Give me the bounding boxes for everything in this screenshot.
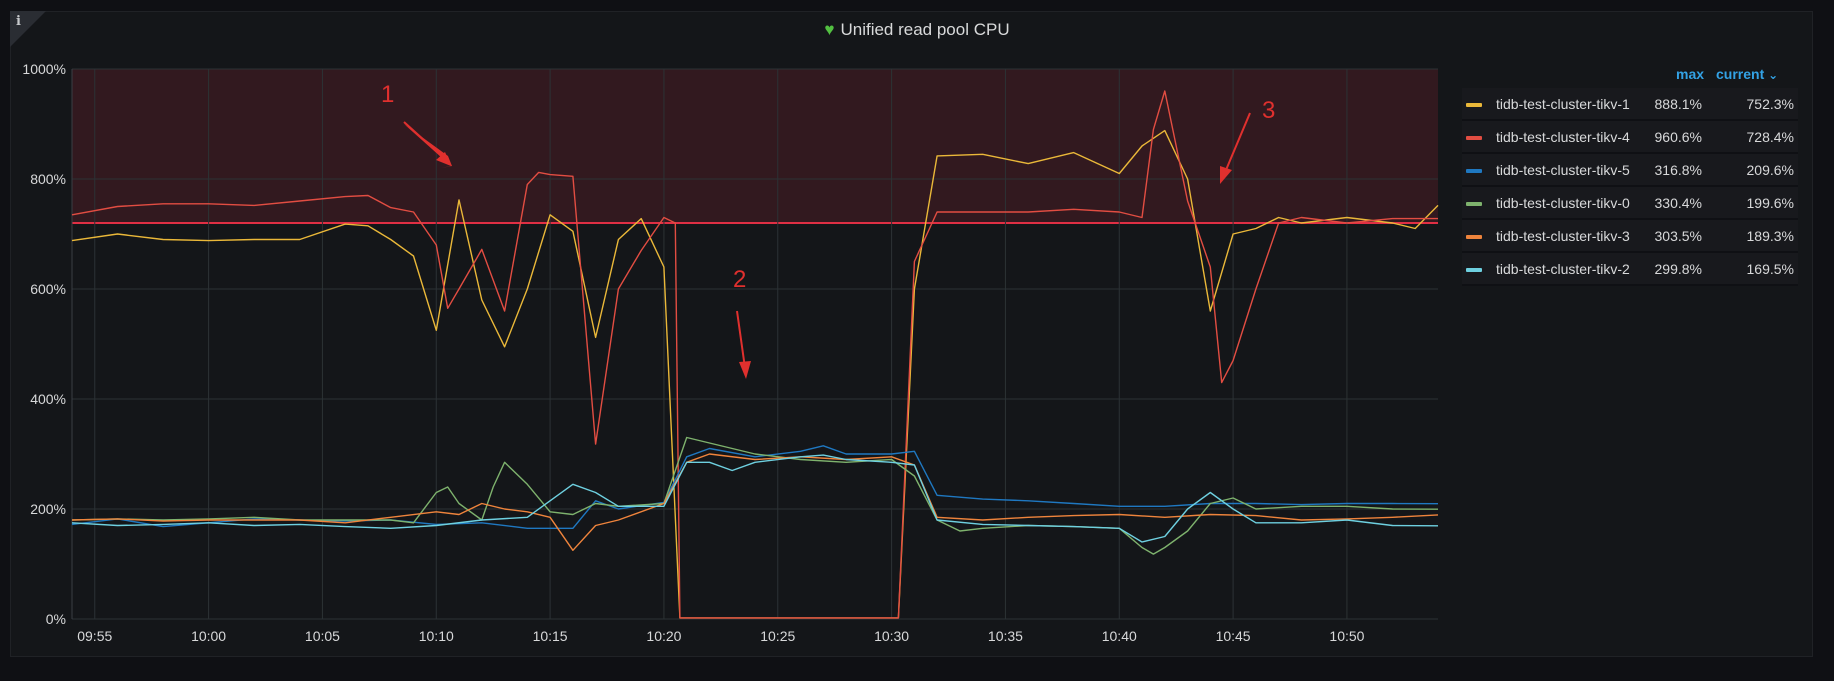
- legend-current-value: 728.4%: [1746, 129, 1794, 145]
- annotation-label-2: 2: [733, 266, 746, 293]
- series-line-tidb-test-cluster-tikv-2[interactable]: [71, 454, 1439, 543]
- legend-item[interactable]: tidb-test-cluster-tikv-3 303.5% 189.3%: [1462, 220, 1798, 253]
- heart-icon: ♥: [824, 20, 835, 39]
- x-tick-label: 10:20: [646, 628, 681, 644]
- legend-item[interactable]: tidb-test-cluster-tikv-1 888.1% 752.3%: [1462, 88, 1798, 121]
- legend-series-name[interactable]: tidb-test-cluster-tikv-0: [1496, 195, 1630, 211]
- annotation-label-3: 3: [1262, 97, 1275, 124]
- legend-series-name[interactable]: tidb-test-cluster-tikv-4: [1496, 129, 1630, 145]
- annotation-arrow-2-head: [739, 361, 751, 379]
- x-tick-label: 10:15: [533, 628, 568, 644]
- annotation-arrow-2-shaft: [736, 310, 746, 369]
- y-tick-label: 1000%: [22, 61, 66, 77]
- legend-series-name[interactable]: tidb-test-cluster-tikv-5: [1496, 162, 1630, 178]
- annotation-arrow-1-shaft: [403, 121, 447, 161]
- legend-swatch: [1466, 202, 1482, 206]
- x-tick-label: 10:10: [419, 628, 454, 644]
- legend-swatch: [1466, 235, 1482, 239]
- x-tick-label: 10:35: [988, 628, 1023, 644]
- x-tick-label: 10:30: [874, 628, 909, 644]
- legend-series-name[interactable]: tidb-test-cluster-tikv-2: [1496, 261, 1630, 277]
- legend-item[interactable]: tidb-test-cluster-tikv-5 316.8% 209.6%: [1462, 154, 1798, 187]
- legend-max-value: 960.6%: [1654, 129, 1702, 145]
- legend-col-current-label: current: [1716, 66, 1765, 82]
- info-icon[interactable]: i: [16, 14, 21, 29]
- legend-swatch: [1466, 136, 1482, 140]
- y-tick-label: 800%: [30, 171, 66, 187]
- legend-max-value: 303.5%: [1654, 228, 1702, 244]
- y-tick-label: 400%: [30, 391, 66, 407]
- legend-header: max current ⌄: [1462, 66, 1798, 88]
- legend-series-name[interactable]: tidb-test-cluster-tikv-1: [1496, 96, 1630, 112]
- panel-title[interactable]: ♥ Unified read pool CPU: [0, 20, 1834, 40]
- legend-item[interactable]: tidb-test-cluster-tikv-0 330.4% 199.6%: [1462, 187, 1798, 220]
- legend-item[interactable]: tidb-test-cluster-tikv-2 299.8% 169.5%: [1462, 253, 1798, 286]
- x-tick-label: 10:25: [760, 628, 795, 644]
- legend-max-value: 330.4%: [1654, 195, 1702, 211]
- legend-swatch: [1466, 169, 1482, 173]
- annotation-arrow-3-shaft: [1225, 112, 1251, 171]
- legend-current-value: 169.5%: [1746, 261, 1794, 277]
- x-tick-label: 10:00: [191, 628, 226, 644]
- panel-info-corner[interactable]: [10, 11, 46, 47]
- legend-item[interactable]: tidb-test-cluster-tikv-4 960.6% 728.4%: [1462, 121, 1798, 154]
- legend-swatch: [1466, 103, 1482, 107]
- legend-current-value: 189.3%: [1746, 228, 1794, 244]
- x-tick-label: 10:45: [1216, 628, 1251, 644]
- series-line-tidb-test-cluster-tikv-4[interactable]: [71, 90, 1438, 619]
- annotation-arrow-1-head: [436, 152, 451, 166]
- legend-max-value: 299.8%: [1654, 261, 1702, 277]
- y-tick-label: 200%: [30, 501, 66, 517]
- x-tick-label: 09:55: [77, 628, 112, 644]
- legend-max-value: 316.8%: [1654, 162, 1702, 178]
- panel-title-text: Unified read pool CPU: [840, 20, 1010, 39]
- series-line-tidb-test-cluster-tikv-0[interactable]: [71, 436, 1439, 555]
- x-tick-label: 10:05: [305, 628, 340, 644]
- legend-swatch: [1466, 268, 1482, 272]
- legend-col-current[interactable]: current ⌄: [1716, 66, 1778, 82]
- threshold-region: [72, 69, 1438, 223]
- legend-current-value: 199.6%: [1746, 195, 1794, 211]
- y-tick-label: 0%: [46, 611, 66, 627]
- legend-current-value: 752.3%: [1746, 96, 1794, 112]
- legend-current-value: 209.6%: [1746, 162, 1794, 178]
- series-line-tidb-test-cluster-tikv-5[interactable]: [71, 445, 1439, 529]
- annotation-label-1: 1: [381, 81, 394, 108]
- legend-table: max current ⌄ tidb-test-cluster-tikv-1 88…: [1462, 66, 1798, 286]
- legend-max-value: 888.1%: [1654, 96, 1702, 112]
- series-line-tidb-test-cluster-tikv-1[interactable]: [71, 129, 1439, 619]
- x-tick-label: 10:40: [1102, 628, 1137, 644]
- legend-series-name[interactable]: tidb-test-cluster-tikv-3: [1496, 228, 1630, 244]
- annotation-arrow-3-head: [1220, 166, 1232, 184]
- chevron-down-icon: ⌄: [1768, 68, 1779, 82]
- x-tick-label: 10:50: [1329, 628, 1364, 644]
- legend-col-max[interactable]: max: [1676, 66, 1705, 82]
- y-tick-label: 600%: [30, 281, 66, 297]
